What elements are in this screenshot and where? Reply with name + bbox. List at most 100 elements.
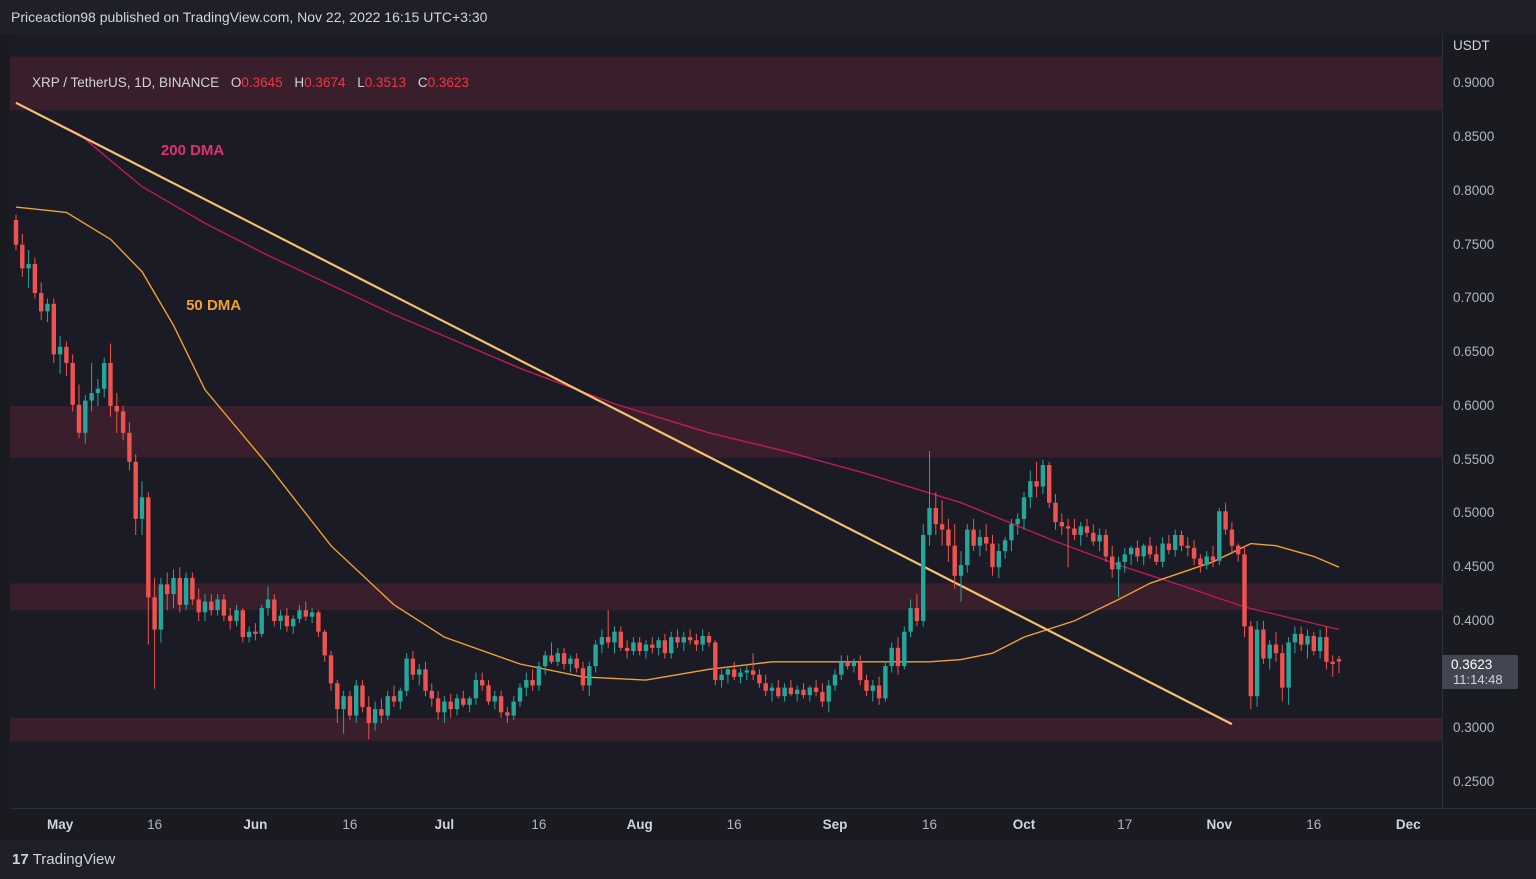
time-tick-label: 17 bbox=[1117, 817, 1133, 832]
candle-body bbox=[732, 669, 737, 677]
candle-body bbox=[133, 461, 138, 519]
price-tick-label: 0.2500 bbox=[1453, 774, 1495, 790]
candle-body bbox=[580, 668, 586, 686]
candle-body bbox=[813, 687, 819, 692]
candle-body bbox=[788, 687, 794, 695]
candle-body bbox=[360, 685, 365, 707]
candle-body bbox=[889, 647, 894, 667]
candle-body bbox=[1122, 554, 1127, 562]
candle-body bbox=[687, 637, 693, 641]
candle-body bbox=[76, 404, 82, 433]
time-tick-label: 16 bbox=[921, 817, 938, 832]
candle-body bbox=[316, 612, 321, 632]
candle-body bbox=[391, 696, 397, 702]
candle-body bbox=[473, 680, 479, 699]
candle-body bbox=[801, 689, 806, 696]
candle-body bbox=[524, 680, 529, 688]
price-scale[interactable]: USDT 0.9000 0.8500 0.8000 0.7500 0.7000 0.650… bbox=[1442, 34, 1536, 808]
candle-body bbox=[700, 636, 705, 645]
candle-body bbox=[454, 698, 460, 710]
candle-body bbox=[656, 640, 661, 648]
chart-panel[interactable]: 200 DMA 50 DMA XRP / TetherUS, 1D, BINANC… bbox=[10, 34, 1442, 808]
time-tick-label: Dec bbox=[1395, 817, 1421, 832]
candle-body bbox=[1179, 534, 1184, 546]
candle-body bbox=[1248, 626, 1253, 697]
candle-body bbox=[795, 689, 800, 695]
candle-body bbox=[618, 631, 623, 648]
ma-annotation: 50 DMA bbox=[186, 297, 241, 314]
candle-body bbox=[662, 640, 668, 654]
candle-body bbox=[183, 577, 189, 605]
time-tick-label: May bbox=[46, 817, 74, 832]
candle-body bbox=[587, 666, 592, 686]
high-value: 0.3674 bbox=[304, 75, 346, 90]
time-tick-label: Sep bbox=[822, 817, 848, 832]
candle-body bbox=[89, 393, 94, 401]
candle-body bbox=[57, 346, 63, 355]
candle-body bbox=[883, 666, 888, 699]
candle-body bbox=[1015, 518, 1020, 525]
candle-body bbox=[543, 655, 548, 667]
candle-body bbox=[221, 599, 227, 616]
low-value: 0.3513 bbox=[364, 75, 407, 90]
candle-body bbox=[1336, 659, 1342, 662]
candle-body bbox=[246, 631, 252, 638]
candle-body bbox=[177, 577, 182, 605]
candle-body bbox=[45, 303, 50, 312]
candle-body bbox=[870, 685, 875, 691]
candle-body bbox=[921, 534, 926, 621]
candle-body bbox=[574, 658, 579, 669]
candle-body bbox=[939, 524, 945, 530]
candle-body bbox=[366, 706, 371, 724]
candle-body bbox=[259, 608, 264, 634]
candle-body bbox=[1311, 636, 1316, 652]
candle-body bbox=[1229, 529, 1235, 546]
candle-body bbox=[102, 362, 107, 389]
candle-body bbox=[845, 661, 850, 667]
candle-body bbox=[83, 400, 88, 433]
symbol-name[interactable]: XRP / TetherUS, 1D, BINANCE bbox=[32, 75, 220, 90]
candle-body bbox=[498, 696, 504, 713]
candle-body bbox=[713, 642, 718, 681]
candle-body bbox=[1292, 633, 1298, 643]
candle-body bbox=[265, 599, 271, 609]
candle-body bbox=[410, 658, 416, 675]
candle-body bbox=[423, 669, 428, 691]
price-tick-label: 0.9000 bbox=[1453, 75, 1495, 91]
ma-annotation: 200 DMA bbox=[161, 142, 225, 159]
candle-body bbox=[568, 658, 573, 664]
candle-body bbox=[1217, 511, 1222, 561]
price-chart[interactable]: 200 DMA 50 DMA bbox=[10, 34, 1442, 808]
candle-body bbox=[876, 685, 882, 699]
candle-body bbox=[555, 653, 560, 662]
tradingview-logo[interactable]: 17 TradingView bbox=[12, 851, 115, 868]
candle-body bbox=[196, 599, 201, 613]
price-tick-label: 0.5500 bbox=[1453, 451, 1495, 467]
candle-body bbox=[517, 687, 523, 702]
candle-body bbox=[927, 508, 932, 535]
candle-body bbox=[139, 497, 145, 519]
candle-body bbox=[1135, 547, 1140, 557]
candle-body bbox=[1128, 547, 1134, 555]
candle-body bbox=[152, 597, 157, 630]
time-scale[interactable]: May 16 Jun 16 Jul 16 Aug 16 Sep 16 Oct 17 Nov 16 Dec bbox=[10, 808, 1536, 841]
candle-body bbox=[448, 701, 453, 710]
candle-body bbox=[952, 545, 957, 576]
candle-body bbox=[1160, 543, 1165, 562]
candle-body bbox=[95, 388, 101, 394]
time-tick-label: Nov bbox=[1206, 817, 1233, 832]
candle-body bbox=[1103, 534, 1109, 557]
candle-body bbox=[769, 687, 775, 691]
candle-body bbox=[650, 644, 655, 648]
candle-body bbox=[1047, 465, 1052, 503]
candle-body bbox=[335, 683, 340, 710]
candle-body bbox=[958, 565, 964, 576]
resistance-zone bbox=[10, 405, 1442, 458]
candle-body bbox=[776, 687, 781, 697]
candle-body bbox=[1254, 629, 1260, 697]
candle-body bbox=[858, 661, 863, 681]
candle-body bbox=[725, 669, 731, 675]
candle-body bbox=[1173, 534, 1178, 550]
candle-body bbox=[606, 637, 611, 643]
price-tick-label: 0.4000 bbox=[1453, 612, 1495, 628]
